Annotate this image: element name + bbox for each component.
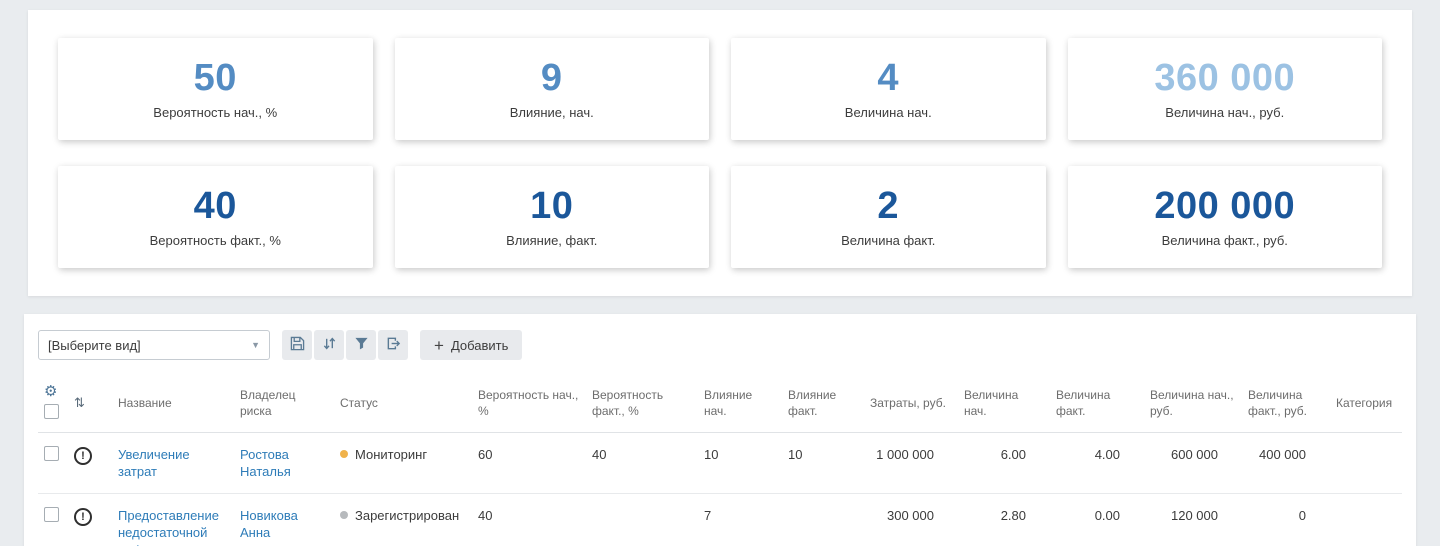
- table-row: ! Увеличение затрат Ростова Наталья Мони…: [38, 432, 1402, 494]
- cell-prob-start: 60: [478, 432, 592, 494]
- kpi-value: 200 000: [1154, 184, 1296, 227]
- kpi-card-magnitude-start: 4 Величина нач.: [731, 38, 1046, 140]
- column-header-impact-start[interactable]: Влияние нач.: [704, 376, 788, 433]
- cell-value-start: 6.00: [964, 432, 1056, 494]
- risk-table-panel: [Выберите вид] ▼: [24, 314, 1416, 546]
- column-header-status[interactable]: Статус: [340, 376, 478, 433]
- kpi-label: Величина нач.: [844, 104, 932, 120]
- cell-value-fact: 4.00: [1056, 432, 1150, 494]
- kpi-label: Величина факт., руб.: [1161, 232, 1288, 248]
- kpi-label: Величина нач., руб.: [1165, 104, 1285, 120]
- plus-icon: +: [434, 335, 444, 355]
- sort-icon: [322, 336, 337, 354]
- table-toolbar: [Выберите вид] ▼: [38, 330, 1402, 360]
- kpi-card-impact-start: 9 Влияние, нач.: [394, 38, 709, 140]
- column-header-name[interactable]: Название: [118, 376, 240, 433]
- sort-button[interactable]: [314, 330, 344, 360]
- cell-impact-fact: 10: [788, 432, 870, 494]
- column-header-prob-fact[interactable]: Вероятность факт., %: [592, 376, 704, 433]
- cell-value-fact: 0.00: [1056, 493, 1150, 546]
- kpi-value: 2: [877, 184, 900, 227]
- save-view-button[interactable]: [282, 330, 312, 360]
- risk-owner-link[interactable]: Ростова Наталья: [240, 446, 291, 480]
- add-button[interactable]: + Добавить: [420, 330, 523, 360]
- cell-prob-fact: 40: [592, 432, 704, 494]
- kpi-label: Влияние, факт.: [506, 232, 598, 248]
- kpi-value: 9: [540, 56, 563, 99]
- cell-value-start-rub: 600 000: [1150, 432, 1248, 494]
- warning-icon: !: [74, 447, 92, 466]
- save-icon: [290, 336, 305, 354]
- column-header-category[interactable]: Категория: [1336, 376, 1402, 433]
- column-header-value-fact-rub[interactable]: Величина факт., руб.: [1248, 376, 1336, 433]
- column-header-costs[interactable]: Затраты, руб.: [870, 376, 964, 433]
- cell-category: [1336, 432, 1402, 494]
- column-header-value-fact[interactable]: Величина факт.: [1056, 376, 1150, 433]
- column-header-value-start-rub[interactable]: Величина нач., руб.: [1150, 376, 1248, 433]
- risk-name-link[interactable]: Предоставление недостаточной информации: [118, 507, 219, 546]
- kpi-card-magnitude-fact-rub: 200 000 Величина факт., руб.: [1067, 166, 1382, 268]
- row-checkbox[interactable]: [44, 445, 59, 461]
- kpi-value: 40: [193, 184, 237, 227]
- status-label: Зарегистрирован: [355, 507, 460, 523]
- cell-impact-start: 10: [704, 432, 788, 494]
- status-dot: [340, 511, 348, 520]
- export-button[interactable]: [378, 330, 408, 360]
- kpi-label: Влияние, нач.: [509, 104, 594, 120]
- view-select[interactable]: [Выберите вид] ▼: [38, 330, 270, 360]
- row-checkbox[interactable]: [44, 506, 59, 522]
- risk-table: ⚙ ⇅ Название Владелец риска Статус Вероя…: [38, 376, 1402, 546]
- cell-prob-fact: [592, 493, 704, 546]
- cell-costs: 300 000: [870, 493, 964, 546]
- view-select-value: [Выберите вид]: [48, 337, 141, 353]
- gear-icon[interactable]: ⚙: [44, 383, 58, 400]
- cell-value-fact-rub: 0: [1248, 493, 1336, 546]
- kpi-value: 10: [530, 184, 574, 227]
- export-icon: [386, 336, 401, 354]
- kpi-label: Вероятность факт., %: [149, 232, 281, 248]
- add-button-label: Добавить: [450, 337, 509, 353]
- risk-name-link[interactable]: Увеличение затрат: [118, 446, 190, 480]
- kpi-card-magnitude-fact: 2 Величина факт.: [731, 166, 1046, 268]
- kpi-summary-panel: 50 Вероятность нач., % 9 Влияние, нач. 4…: [28, 10, 1412, 296]
- cell-costs: 1 000 000: [870, 432, 964, 494]
- cell-value-start-rub: 120 000: [1150, 493, 1248, 546]
- column-header-owner[interactable]: Владелец риска: [240, 376, 340, 433]
- kpi-card-impact-fact: 10 Влияние, факт.: [394, 166, 709, 268]
- kpi-label: Величина факт.: [841, 232, 936, 248]
- column-header-prob-start[interactable]: Вероятность нач., %: [478, 376, 592, 433]
- kpi-value: 360 000: [1154, 56, 1296, 99]
- cell-impact-fact: [788, 493, 870, 546]
- table-header-row: ⚙ ⇅ Название Владелец риска Статус Вероя…: [38, 376, 1402, 433]
- header-sort-cell: ⇅: [74, 376, 118, 433]
- status-label: Мониторинг: [355, 446, 428, 462]
- filter-icon: [354, 336, 369, 354]
- cell-prob-start: 40: [478, 493, 592, 546]
- kpi-card-prob-fact: 40 Вероятность факт., %: [58, 166, 373, 268]
- column-header-impact-fact[interactable]: Влияние факт.: [788, 376, 870, 433]
- chevron-down-icon: ▼: [251, 340, 260, 350]
- sort-indicator-icon[interactable]: ⇅: [74, 395, 85, 411]
- kpi-grid: 50 Вероятность нач., % 9 Влияние, нач. 4…: [58, 38, 1382, 268]
- select-all-checkbox[interactable]: [44, 404, 59, 419]
- kpi-label: Вероятность нач., %: [153, 104, 278, 120]
- warning-icon: !: [74, 508, 92, 527]
- filter-button[interactable]: [346, 330, 376, 360]
- kpi-card-magnitude-start-rub: 360 000 Величина нач., руб.: [1067, 38, 1382, 140]
- cell-value-start: 2.80: [964, 493, 1056, 546]
- table-row: ! Предоставление недостаточной информаци…: [38, 493, 1402, 546]
- kpi-value: 4: [877, 56, 900, 99]
- kpi-card-prob-start: 50 Вероятность нач., %: [58, 38, 373, 140]
- header-settings-cell: ⚙: [38, 376, 74, 433]
- column-header-value-start[interactable]: Величина нач.: [964, 376, 1056, 433]
- cell-value-fact-rub: 400 000: [1248, 432, 1336, 494]
- kpi-value: 50: [193, 56, 237, 99]
- cell-category: [1336, 493, 1402, 546]
- status-dot: [340, 450, 348, 459]
- risk-owner-link[interactable]: Новикова Анна: [240, 507, 298, 541]
- cell-impact-start: 7: [704, 493, 788, 546]
